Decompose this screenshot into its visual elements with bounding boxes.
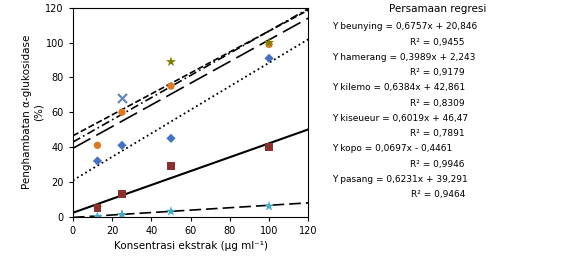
Point [117,143,126,147]
Text: R² = 0,9179: R² = 0,9179 [411,68,465,77]
Point [167,84,176,88]
Point [167,136,176,140]
Text: Persamaan regresi: Persamaan regresi [389,4,486,14]
Point [167,60,176,64]
Point [93,159,102,163]
Point [167,164,176,168]
Point [117,96,126,100]
Point [93,143,102,147]
Point [117,110,126,114]
Text: Y hamerang = 0,3989x + 2,243: Y hamerang = 0,3989x + 2,243 [332,53,475,62]
Text: Y kiseueur = 0,6019x + 46,47: Y kiseueur = 0,6019x + 46,47 [332,114,468,123]
Point [117,192,126,196]
Text: R² = 0,9455: R² = 0,9455 [411,38,465,47]
Text: Y beunying = 0,6757x + 20,846: Y beunying = 0,6757x + 20,846 [332,22,477,31]
Point [93,215,102,219]
Point [265,40,274,45]
Point [93,206,102,210]
Text: R² = 0,8309: R² = 0,8309 [411,99,465,108]
Text: R² = 0,9946: R² = 0,9946 [411,160,465,169]
Y-axis label: Penghambatan α-glukosidase
(%): Penghambatan α-glukosidase (%) [22,35,44,189]
Text: Y kopo = 0,0697x - 0,4461: Y kopo = 0,0697x - 0,4461 [332,144,452,153]
Point [117,213,126,217]
Text: Y kilemo = 0,6384x + 42,861: Y kilemo = 0,6384x + 42,861 [332,84,465,92]
Point [117,213,126,217]
Text: Y pasang = 0,6231x + 39,291: Y pasang = 0,6231x + 39,291 [332,175,467,184]
Point [117,96,126,100]
Point [265,204,274,208]
X-axis label: Konsentrasi ekstrak (µg ml⁻¹): Konsentrasi ekstrak (µg ml⁻¹) [114,241,268,251]
Text: R² = 0,7891: R² = 0,7891 [411,129,465,138]
Point [167,209,176,213]
Point [265,56,274,60]
Point [265,145,274,149]
Point [93,206,102,210]
Text: R² = 0,9464: R² = 0,9464 [411,190,465,199]
Point [265,42,274,46]
